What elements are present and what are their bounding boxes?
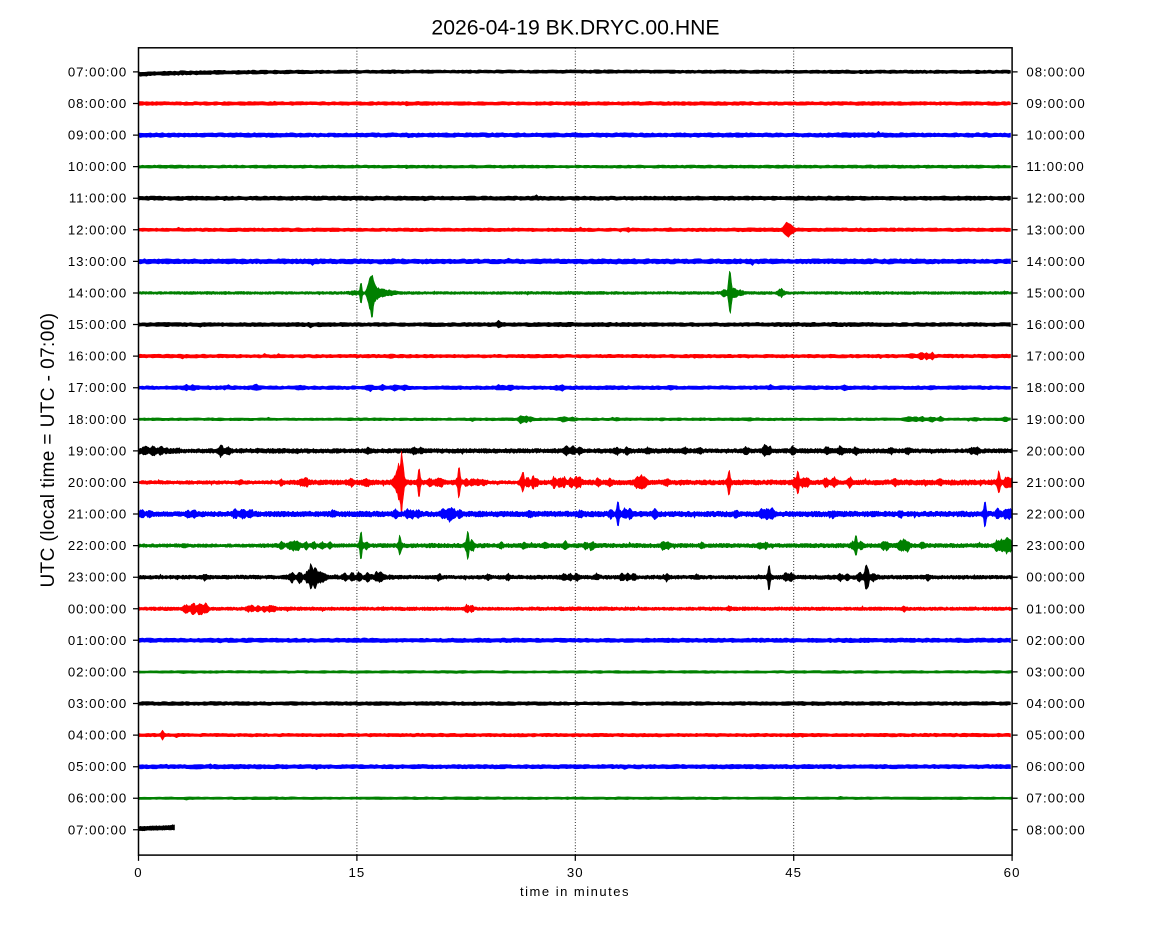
svg-text:01:00:00: 01:00:00 [1026,601,1085,616]
svg-text:07:00:00: 07:00:00 [1026,791,1085,806]
svg-text:45: 45 [785,865,802,880]
svg-text:11:00:00: 11:00:00 [69,191,127,206]
svg-text:07:00:00: 07:00:00 [68,64,127,79]
svg-text:19:00:00: 19:00:00 [68,443,127,458]
svg-text:time in minutes: time in minutes [520,884,630,899]
svg-text:15: 15 [348,865,365,880]
svg-text:04:00:00: 04:00:00 [68,728,127,743]
svg-text:09:00:00: 09:00:00 [1026,96,1085,111]
svg-text:23:00:00: 23:00:00 [1026,538,1085,553]
svg-text:07:00:00: 07:00:00 [68,822,127,837]
svg-text:13:00:00: 13:00:00 [1026,222,1085,237]
svg-text:22:00:00: 22:00:00 [68,538,127,553]
svg-text:14:00:00: 14:00:00 [1026,254,1085,269]
svg-text:02:00:00: 02:00:00 [1026,633,1085,648]
svg-text:18:00:00: 18:00:00 [68,412,127,427]
svg-text:00:00:00: 00:00:00 [68,601,127,616]
svg-text:15:00:00: 15:00:00 [1026,286,1085,301]
svg-text:20:00:00: 20:00:00 [68,475,127,490]
svg-text:2026-04-19 BK.DRYC.00.HNE: 2026-04-19 BK.DRYC.00.HNE [431,17,719,40]
svg-text:10:00:00: 10:00:00 [68,159,127,174]
svg-text:05:00:00: 05:00:00 [68,759,127,774]
svg-text:17:00:00: 17:00:00 [1026,349,1085,364]
svg-text:16:00:00: 16:00:00 [68,349,127,364]
svg-text:08:00:00: 08:00:00 [1026,64,1085,79]
svg-text:16:00:00: 16:00:00 [1026,317,1085,332]
svg-text:30: 30 [567,865,584,880]
svg-text:08:00:00: 08:00:00 [68,96,127,111]
svg-text:06:00:00: 06:00:00 [1026,759,1085,774]
svg-text:21:00:00: 21:00:00 [68,507,127,522]
svg-text:18:00:00: 18:00:00 [1026,380,1085,395]
svg-text:01:00:00: 01:00:00 [68,633,127,648]
svg-text:12:00:00: 12:00:00 [68,222,127,237]
svg-text:02:00:00: 02:00:00 [68,664,127,679]
svg-text:00:00:00: 00:00:00 [1026,570,1085,585]
svg-text:06:00:00: 06:00:00 [68,791,127,806]
svg-text:10:00:00: 10:00:00 [1026,128,1085,143]
svg-text:03:00:00: 03:00:00 [1026,664,1085,679]
svg-text:60: 60 [1004,865,1021,880]
svg-text:UTC (local time = UTC - 07:00): UTC (local time = UTC - 07:00) [38,313,59,588]
svg-text:08:00:00: 08:00:00 [1026,822,1085,837]
svg-text:17:00:00: 17:00:00 [68,380,127,395]
svg-text:05:00:00: 05:00:00 [1026,728,1085,743]
svg-text:04:00:00: 04:00:00 [1026,696,1085,711]
svg-text:11:00:00: 11:00:00 [1026,159,1084,174]
svg-text:22:00:00: 22:00:00 [1026,507,1085,522]
svg-text:19:00:00: 19:00:00 [1026,412,1085,427]
svg-text:15:00:00: 15:00:00 [68,317,127,332]
svg-text:14:00:00: 14:00:00 [68,286,127,301]
svg-text:23:00:00: 23:00:00 [68,570,127,585]
svg-text:21:00:00: 21:00:00 [1026,475,1085,490]
svg-text:13:00:00: 13:00:00 [68,254,127,269]
svg-text:09:00:00: 09:00:00 [68,128,127,143]
svg-text:20:00:00: 20:00:00 [1026,443,1085,458]
svg-text:0: 0 [134,865,142,880]
svg-text:03:00:00: 03:00:00 [68,696,127,711]
svg-text:12:00:00: 12:00:00 [1026,191,1085,206]
